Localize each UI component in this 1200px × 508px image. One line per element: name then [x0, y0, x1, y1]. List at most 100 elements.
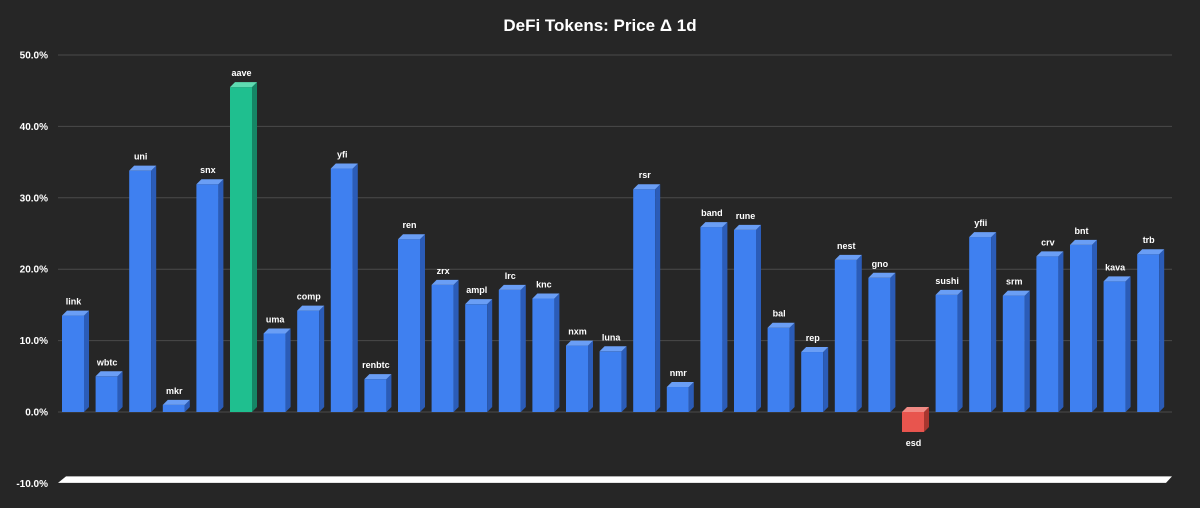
chart-title: DeFi Tokens: Price Δ 1d [503, 16, 696, 35]
bar-top [834, 254, 862, 260]
bar-side [688, 382, 694, 412]
bar-front [498, 289, 521, 412]
bar-side [117, 371, 123, 412]
bar-top [364, 374, 392, 380]
bar-top [566, 340, 593, 346]
bar-front [1103, 281, 1126, 412]
y-tick-label: 30.0% [20, 193, 48, 204]
bar-front [767, 327, 790, 412]
bar-ampl [465, 299, 493, 412]
bar-label-kava: kava [1105, 262, 1126, 272]
bar-side [1058, 251, 1064, 412]
bar-side [655, 184, 661, 412]
bar-comp [297, 305, 325, 412]
bar-top [1036, 251, 1064, 257]
bar-top [431, 279, 459, 285]
bar-top [633, 184, 661, 190]
bar-rsr [633, 184, 661, 412]
bar-snx [196, 179, 224, 412]
bar-front [465, 304, 488, 412]
bar-side [924, 407, 929, 432]
bar-front [263, 333, 286, 412]
bar-uma [263, 328, 291, 412]
bar-label-knc: knc [536, 279, 552, 289]
bar-front [431, 284, 454, 412]
bar-front [566, 345, 588, 412]
bar-front [1070, 244, 1092, 412]
bar-label-trb: trb [1143, 235, 1155, 245]
bar-side [1159, 249, 1165, 412]
bar-top [868, 272, 896, 278]
bar-side [520, 284, 526, 412]
bar-label-nest: nest [837, 241, 856, 251]
bar-yfi [330, 163, 358, 412]
bar-top [1103, 276, 1131, 282]
bar-ren [398, 234, 425, 412]
bar-side [218, 179, 224, 412]
bar-front [297, 310, 320, 412]
bar-top [532, 293, 560, 299]
bar-side [588, 340, 593, 412]
bar-top [1002, 290, 1030, 296]
bar-kava [1103, 276, 1131, 412]
bar-labels: link wbtc uni mkr snx aave uma comp yfi renbtc ren… [66, 68, 1155, 448]
y-tick-label: 40.0% [20, 122, 48, 133]
bar-label-crv: crv [1041, 237, 1055, 247]
bar-side [420, 234, 425, 412]
bar-label-yfii: yfii [974, 218, 987, 228]
bar-side [184, 399, 190, 412]
bar-rune [734, 224, 761, 412]
bar-side [1092, 239, 1097, 412]
bar-top [935, 289, 963, 295]
y-axis: 50.0% 40.0% 30.0% 20.0% 10.0% 0.0% -10.0% [16, 51, 48, 490]
bar-front [1002, 295, 1025, 412]
bar-side [487, 299, 493, 412]
bar-top [62, 310, 89, 316]
bars [62, 82, 1165, 432]
bar-front [95, 376, 118, 412]
bar-side [823, 347, 829, 412]
bar-label-bal: bal [773, 309, 786, 319]
bar-side [252, 82, 257, 412]
bar-front [330, 168, 353, 412]
bar-label-zrx: zrx [437, 266, 450, 276]
bar-top [95, 371, 123, 377]
bar-front [969, 237, 992, 412]
bar-top [330, 163, 358, 169]
bar-esd [902, 407, 929, 432]
bar-label-uni: uni [134, 152, 148, 162]
bar-uni [129, 165, 157, 412]
bar-label-link: link [66, 297, 82, 307]
bar-side [151, 165, 157, 412]
bar-top [129, 165, 157, 171]
bar-label-rep: rep [806, 333, 821, 343]
bar-side [1125, 276, 1131, 412]
bar-top [599, 346, 627, 352]
bar-label-snx: snx [200, 165, 216, 175]
bar-top [230, 82, 257, 88]
bar-crv [1036, 251, 1064, 412]
bar-label-comp: comp [297, 292, 322, 302]
bar-label-ampl: ampl [466, 285, 487, 295]
bar-top [1137, 249, 1165, 255]
bar-front [599, 351, 622, 412]
bar-front [834, 259, 857, 412]
bar-label-srm: srm [1006, 277, 1023, 287]
bar-label-renbtc: renbtc [362, 360, 390, 370]
bar-top [398, 234, 425, 240]
bar-top [263, 328, 291, 334]
bar-front [129, 170, 152, 412]
bar-front [633, 189, 656, 412]
bar-side [890, 272, 896, 412]
bar-label-mkr: mkr [166, 386, 183, 396]
bar-front [162, 404, 185, 412]
bar-top [767, 322, 795, 328]
bar-renbtc [364, 374, 392, 412]
bar-front [935, 294, 958, 412]
bar-wbtc [95, 371, 123, 412]
bar-band [700, 222, 728, 412]
bar-link [62, 310, 89, 412]
bar-side [319, 305, 325, 412]
bar-front [1036, 256, 1059, 412]
